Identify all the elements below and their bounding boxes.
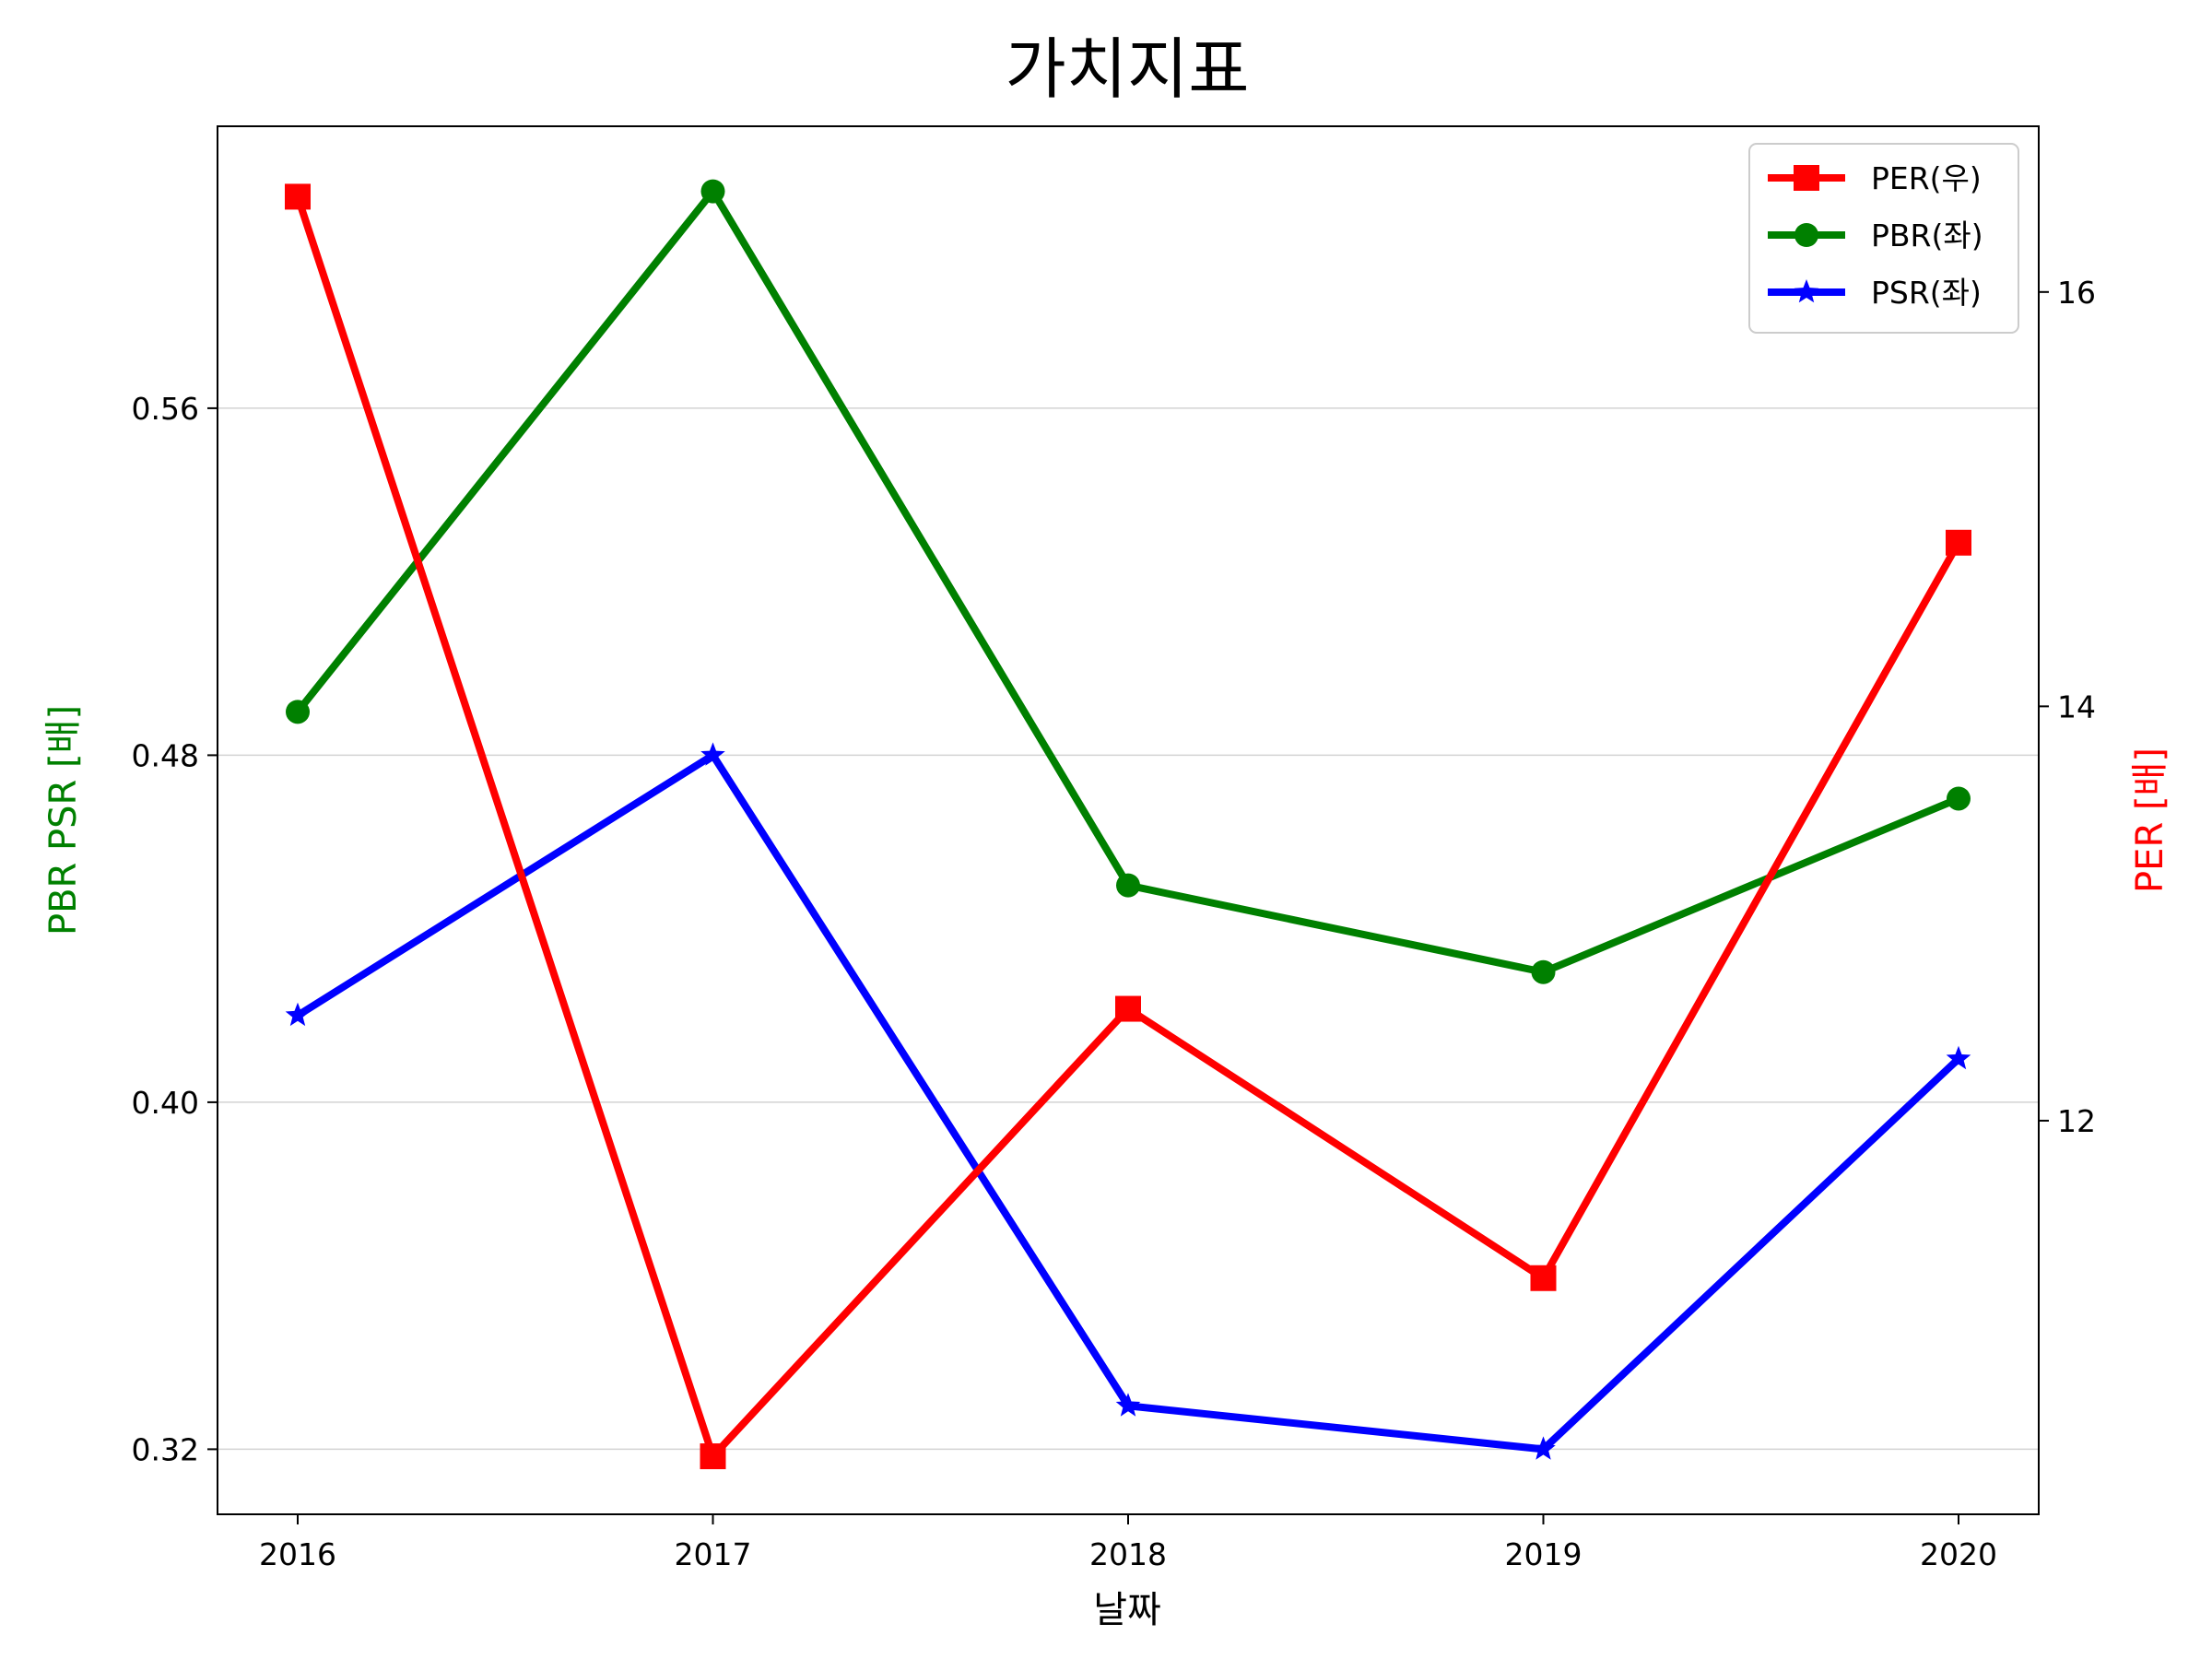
series-star [285,742,1971,1460]
legend-item: PER(우) [1768,160,1982,196]
x-tick-label: 2017 [675,1536,752,1572]
series-circle [286,179,1971,984]
legend-marker-star [1794,279,1819,303]
left-tick-label: 0.40 [132,1085,199,1121]
data-point-square [1530,1265,1557,1291]
right-tick-label: 16 [2057,275,2096,311]
x-tick-label: 2019 [1505,1536,1583,1572]
data-point-circle [700,179,725,204]
gridlines [218,407,2039,1451]
legend-box [1748,143,2019,334]
series-square [285,183,1971,1470]
legend-marker-square [1794,165,1819,191]
data-point-square [1946,529,1971,556]
series-line-circle [294,184,1960,976]
series-layer [285,179,1971,1470]
data-point-star [1115,1393,1141,1417]
x-tick-label: 2018 [1089,1536,1167,1572]
data-point-circle [286,700,310,724]
legend-label: PER(우) [1871,160,1982,196]
data-point-square [700,1443,726,1470]
x-tick-label: 2020 [1920,1536,1997,1572]
axes: 0.32 0.40 0.48 0.56 12 14 16 2016 2017 2018 2019 20… [132,275,2096,1572]
left-tick-label: 0.32 [132,1431,199,1467]
chart-title: 가치지표 [1006,30,1250,108]
right-axis-title: PER [배] [2129,747,2171,893]
data-point-star [700,742,725,766]
data-point-square [285,183,311,210]
right-tick-label: 12 [2057,1103,2096,1139]
data-point-star [1531,1436,1556,1460]
data-point-circle [1531,959,1556,984]
legend-item: PSR(좌) [1768,275,1982,311]
legend: PER(우) PBR(좌) PSR(좌) [1748,143,2019,334]
data-point-circle [1947,786,1971,811]
series-line-square [294,195,1962,1464]
right-tick-label: 14 [2057,688,2096,724]
data-point-square [1115,995,1141,1022]
legend-label: PBR(좌) [1871,218,1983,253]
data-point-circle [1116,873,1140,898]
left-tick-label: 0.56 [132,391,199,427]
x-axis-title: 날짜 [1093,1589,1161,1631]
data-point-star [285,1002,311,1027]
legend-item: PBR(좌) [1768,218,1983,253]
plot-frame [217,125,2040,1515]
legend-marker-circle [1794,223,1818,247]
legend-label: PSR(좌) [1871,275,1982,311]
left-tick-label: 0.48 [132,737,199,773]
x-tick-label: 2016 [259,1536,336,1572]
left-axis-title: PBR PSR [배] [42,705,85,935]
data-point-star [1946,1045,1971,1070]
